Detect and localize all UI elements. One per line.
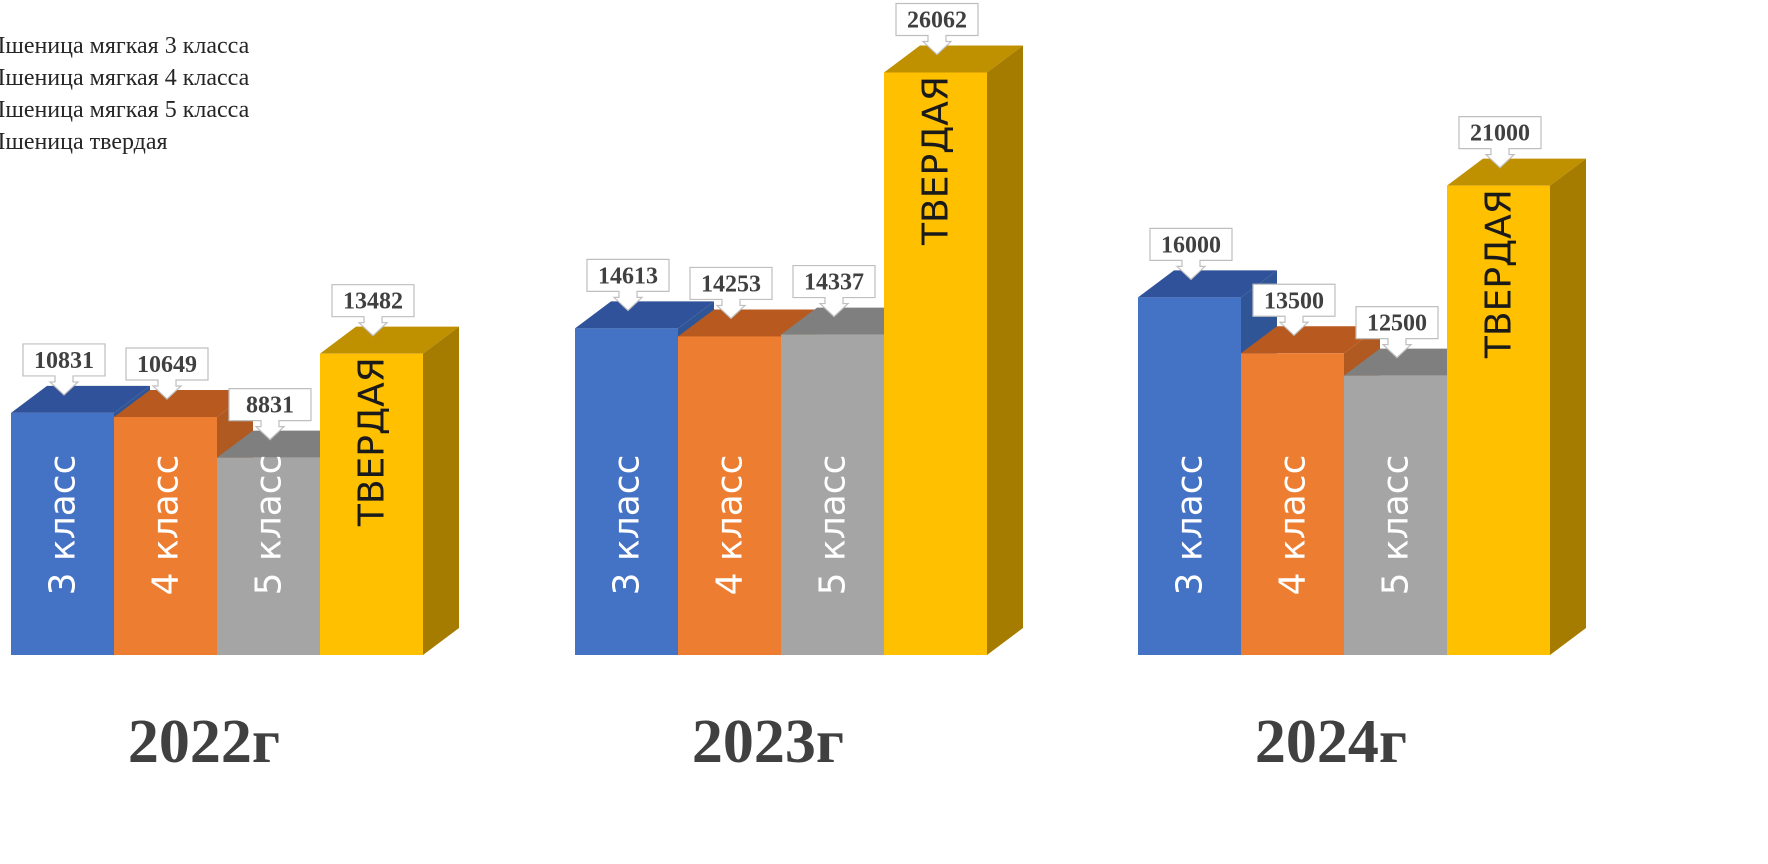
- value-label-g1-s2: 14337: [804, 270, 864, 296]
- bar-label-g2-s2: 5 класс: [1376, 455, 1417, 596]
- year-label-0: 2022г: [128, 708, 280, 776]
- value-label-g2-s1: 13500: [1264, 288, 1324, 314]
- bar-g1-s0: [575, 328, 678, 655]
- value-label-g1-s3: 26062: [907, 8, 967, 34]
- bar-g0-s3: [320, 353, 423, 655]
- bar-label-g1-s2: 5 класс: [813, 455, 854, 596]
- bar-top-g2-s3: [1447, 158, 1586, 186]
- value-callout-g0-s1: [125, 347, 209, 400]
- year-label-2: 2024г: [1255, 708, 1407, 776]
- value-callout-g2-s1: [1252, 283, 1336, 337]
- value-label-g2-s2: 12500: [1367, 311, 1427, 337]
- bar-top-g0-s1: [114, 389, 253, 417]
- value-callout-g1-s0: [586, 258, 670, 312]
- bar-label-g0-s1: 4 класс: [146, 455, 187, 596]
- bar-label-g2-s1: 4 класс: [1273, 455, 1314, 596]
- legend-item-durum: Пшеница твердая: [0, 129, 168, 155]
- value-callout-g2-s3: [1458, 116, 1542, 169]
- bar-side-g1-s3: [987, 45, 1023, 656]
- bar-g1-s2: [781, 334, 884, 655]
- value-callout-g0-s0: [22, 343, 106, 396]
- bar-label-g0-s0: 3 класс: [43, 455, 84, 596]
- bar-top-g2-s0: [1138, 270, 1277, 298]
- bar-g2-s1: [1241, 353, 1344, 655]
- value-callout-g0-s3: [331, 284, 415, 337]
- bar-label-g1-s0: 3 класс: [607, 455, 648, 596]
- bar-g2-s0: [1138, 297, 1241, 655]
- value-label-g0-s0: 10831: [34, 348, 94, 374]
- bar-top-g1-s3: [884, 45, 1023, 73]
- value-callout-g2-s0: [1149, 227, 1233, 281]
- bar-label-g0-s2: 5 класс: [249, 455, 290, 596]
- bar-top-g1-s1: [678, 309, 817, 337]
- bar-label-g2-s3: ТВЕРДАЯ: [1479, 189, 1520, 359]
- bar-label-g1-s1: 4 класс: [710, 455, 751, 596]
- legend-item-grade4: Пшеница мягкая 4 класса: [0, 65, 250, 91]
- bar-top-g2-s1: [1241, 326, 1380, 354]
- value-label-g2-s0: 16000: [1161, 232, 1221, 258]
- bar-g0-s2: [217, 457, 320, 655]
- value-label-g1-s0: 14613: [598, 263, 658, 289]
- bar-g2-s2: [1344, 375, 1447, 655]
- bar-g0-s1: [114, 416, 217, 655]
- value-label-g0-s1: 10649: [137, 352, 197, 378]
- value-label-g2-s3: 21000: [1470, 121, 1530, 147]
- bar-top-g0-s0: [11, 385, 150, 413]
- value-label-g0-s3: 13482: [343, 289, 403, 315]
- legend-item-grade3: Пшеница мягкая 3 класса: [0, 33, 250, 59]
- bar-g2-s3: [1447, 185, 1550, 655]
- value-callout-g2-s2: [1355, 306, 1439, 359]
- bar-g1-s3: [884, 72, 987, 656]
- bar-top-g0-s3: [320, 326, 459, 354]
- bar-side-g0-s3: [423, 326, 459, 655]
- value-callout-g1-s1: [689, 266, 773, 320]
- chart-legend: Пшеница мягкая 3 класса Пшеница мягкая 4…: [0, 30, 249, 158]
- bar-g0-s0: [11, 412, 114, 655]
- value-label-g0-s2: 8831: [246, 393, 294, 419]
- year-label-1: 2023г: [692, 708, 844, 776]
- bar-g1-s1: [678, 336, 781, 655]
- value-label-g1-s1: 14253: [701, 271, 761, 297]
- value-callout-g1-s3: [895, 2, 979, 56]
- bar-side-g2-s3: [1550, 158, 1586, 655]
- bar-label-g1-s3: ТВЕРДАЯ: [916, 76, 957, 246]
- value-callout-g1-s2: [792, 264, 876, 318]
- value-callout-g0-s2: [228, 388, 312, 441]
- legend-item-grade5: Пшеница мягкая 5 класса: [0, 97, 250, 123]
- bar-label-g2-s0: 3 класс: [1170, 455, 1211, 596]
- bar-top-g1-s0: [575, 301, 714, 329]
- bar-label-g0-s3: ТВЕРДАЯ: [352, 357, 393, 527]
